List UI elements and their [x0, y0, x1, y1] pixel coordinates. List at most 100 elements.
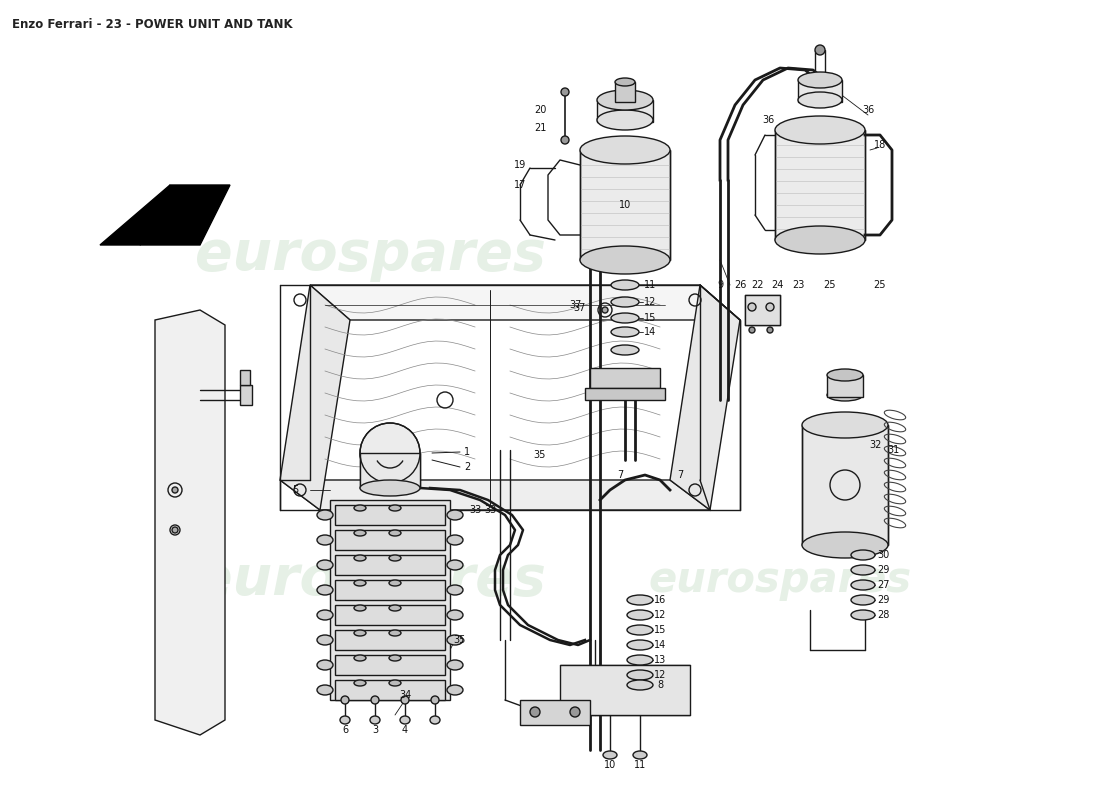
Ellipse shape [447, 585, 463, 595]
Bar [336, 580, 446, 600]
Circle shape [431, 696, 439, 704]
Ellipse shape [610, 297, 639, 307]
Ellipse shape [389, 555, 402, 561]
Ellipse shape [632, 751, 647, 759]
Text: 25: 25 [824, 280, 836, 290]
Circle shape [172, 487, 178, 493]
Bar [802, 425, 888, 545]
Ellipse shape [354, 505, 366, 511]
Ellipse shape [354, 605, 366, 611]
Bar [360, 453, 420, 488]
Ellipse shape [354, 530, 366, 536]
Bar [520, 700, 590, 725]
Circle shape [749, 327, 755, 333]
Ellipse shape [597, 90, 653, 110]
Bar [330, 500, 450, 700]
Ellipse shape [354, 655, 366, 661]
Text: 11: 11 [634, 760, 646, 770]
Ellipse shape [827, 389, 864, 401]
Ellipse shape [603, 751, 617, 759]
Text: 12: 12 [644, 297, 657, 307]
Ellipse shape [851, 550, 874, 560]
Ellipse shape [627, 595, 653, 605]
Text: 9: 9 [717, 280, 723, 290]
Ellipse shape [580, 136, 670, 164]
Ellipse shape [317, 635, 333, 645]
Text: 36: 36 [762, 115, 774, 125]
Ellipse shape [798, 72, 842, 88]
Ellipse shape [317, 685, 333, 695]
Ellipse shape [627, 625, 653, 635]
Ellipse shape [447, 560, 463, 570]
Bar [776, 130, 865, 240]
Ellipse shape [389, 530, 402, 536]
Circle shape [371, 696, 380, 704]
Ellipse shape [447, 685, 463, 695]
Text: 8: 8 [657, 680, 663, 690]
Ellipse shape [610, 280, 639, 290]
Ellipse shape [389, 655, 402, 661]
Text: 36: 36 [862, 105, 874, 115]
Text: 31: 31 [887, 445, 899, 455]
Ellipse shape [776, 116, 865, 144]
Ellipse shape [447, 510, 463, 520]
Text: 5: 5 [292, 485, 298, 495]
Text: 10: 10 [604, 760, 616, 770]
Ellipse shape [610, 327, 639, 337]
Text: 12: 12 [653, 610, 667, 620]
Ellipse shape [627, 680, 653, 690]
Text: 1: 1 [464, 447, 470, 457]
Bar [585, 388, 666, 400]
Ellipse shape [389, 680, 402, 686]
Ellipse shape [389, 580, 402, 586]
Ellipse shape [597, 110, 653, 130]
Bar [336, 505, 446, 525]
Text: 28: 28 [877, 610, 889, 620]
Bar [240, 385, 252, 405]
Ellipse shape [354, 555, 366, 561]
Text: 22: 22 [751, 280, 764, 290]
Ellipse shape [370, 716, 379, 724]
Polygon shape [670, 285, 740, 510]
Text: 32: 32 [869, 440, 881, 450]
Text: 2: 2 [464, 462, 470, 472]
Bar [590, 368, 660, 388]
Text: 16: 16 [653, 595, 667, 605]
Bar [336, 530, 446, 550]
Circle shape [766, 303, 774, 311]
Circle shape [561, 88, 569, 96]
Ellipse shape [317, 585, 333, 595]
Ellipse shape [317, 535, 333, 545]
Text: 18: 18 [873, 140, 887, 150]
Text: eurospares: eurospares [195, 228, 546, 282]
Text: 15: 15 [653, 625, 667, 635]
Ellipse shape [354, 580, 366, 586]
Ellipse shape [776, 226, 865, 254]
Ellipse shape [389, 630, 402, 636]
Text: 35: 35 [534, 450, 547, 460]
Text: 27: 27 [877, 580, 889, 590]
Bar [615, 82, 635, 102]
Text: 12: 12 [653, 670, 667, 680]
Circle shape [172, 527, 178, 533]
Bar [336, 630, 446, 650]
Bar [240, 370, 250, 385]
Text: 17: 17 [514, 180, 526, 190]
Ellipse shape [400, 716, 410, 724]
Bar [745, 295, 780, 325]
Circle shape [602, 307, 608, 313]
Ellipse shape [851, 565, 874, 575]
Text: 7: 7 [617, 470, 623, 480]
Bar [580, 150, 670, 260]
Ellipse shape [615, 78, 635, 86]
Bar [336, 680, 446, 700]
Text: 34: 34 [399, 690, 411, 700]
Text: 10: 10 [619, 200, 631, 210]
Bar [336, 605, 446, 625]
Text: 25: 25 [873, 280, 887, 290]
Text: 19: 19 [514, 160, 526, 170]
Ellipse shape [802, 412, 888, 438]
Circle shape [815, 45, 825, 55]
Ellipse shape [627, 670, 653, 680]
Text: 37: 37 [569, 300, 581, 310]
